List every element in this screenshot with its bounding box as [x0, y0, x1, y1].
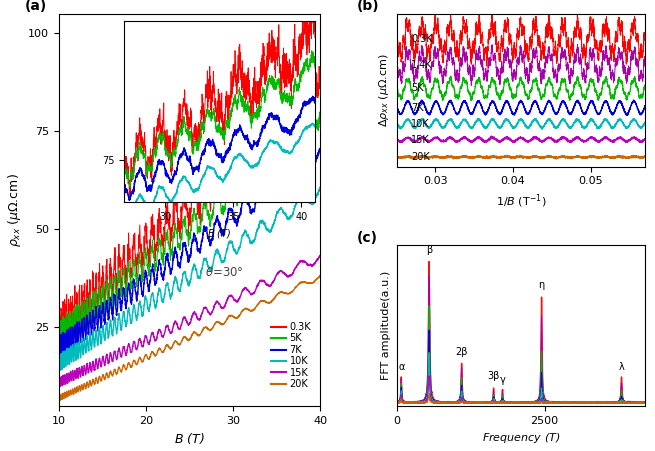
10K	[69, 344, 77, 349]
15K	[55, 384, 63, 389]
7K	[309, 165, 316, 170]
15K	[261, 279, 269, 284]
20K	[182, 335, 190, 341]
Text: (b): (b)	[357, 0, 379, 14]
7K	[56, 353, 64, 358]
Y-axis label: $\rho_{xx}$ ($\mu\Omega$.cm): $\rho_{xx}$ ($\mu\Omega$.cm)	[6, 173, 23, 247]
Text: 7K: 7K	[411, 103, 424, 113]
5K	[309, 135, 316, 141]
0.3K	[301, 60, 309, 66]
Text: (c): (c)	[357, 231, 378, 245]
Text: (a): (a)	[25, 0, 47, 13]
10K	[56, 368, 64, 373]
15K	[309, 263, 316, 268]
Text: 2β: 2β	[455, 346, 468, 357]
10K	[175, 287, 183, 293]
7K	[182, 246, 190, 251]
0.3K	[309, 106, 316, 112]
7K	[55, 353, 63, 358]
Text: α: α	[398, 362, 404, 372]
Y-axis label: $\Delta\rho_{xx}$ ($\mu\Omega$.cm): $\Delta\rho_{xx}$ ($\mu\Omega$.cm)	[377, 53, 391, 127]
0.3K	[58, 345, 66, 350]
20K	[261, 299, 269, 304]
Line: 7K: 7K	[59, 148, 320, 355]
7K	[261, 186, 269, 191]
20K	[309, 280, 316, 285]
Y-axis label: FFT amplitude(a.u.): FFT amplitude(a.u.)	[381, 271, 391, 380]
15K	[56, 384, 64, 389]
Text: 20K: 20K	[411, 152, 430, 162]
X-axis label: $B$ (T): $B$ (T)	[174, 431, 205, 446]
5K	[69, 308, 77, 314]
5K	[182, 228, 190, 234]
7K	[316, 148, 324, 153]
20K	[316, 273, 324, 278]
5K	[316, 110, 324, 115]
20K	[309, 280, 316, 285]
5K	[309, 136, 316, 141]
Text: 15K: 15K	[411, 134, 430, 144]
Line: 10K: 10K	[59, 187, 320, 370]
0.3K	[261, 110, 269, 116]
7K	[175, 263, 183, 268]
5K	[175, 244, 183, 249]
10K	[261, 221, 269, 226]
0.3K	[69, 293, 77, 299]
10K	[182, 274, 190, 280]
Text: 10K: 10K	[411, 119, 430, 129]
7K	[309, 165, 316, 170]
15K	[182, 317, 190, 322]
X-axis label: $1/B$ (T$^{-1}$): $1/B$ (T$^{-1}$)	[496, 192, 546, 210]
20K	[55, 398, 63, 403]
Text: λ: λ	[618, 362, 624, 372]
5K	[58, 345, 66, 350]
0.3K	[175, 221, 183, 226]
Text: 1.4K: 1.4K	[411, 60, 432, 69]
Line: 15K: 15K	[59, 255, 320, 387]
0.3K	[316, 81, 324, 86]
Legend: 0.3K, 5K, 7K, 10K, 15K, 20K: 0.3K, 5K, 7K, 10K, 15K, 20K	[267, 318, 315, 393]
Line: 20K: 20K	[59, 276, 320, 400]
15K	[309, 263, 316, 268]
10K	[309, 200, 316, 206]
0.3K	[309, 96, 316, 101]
Text: 3β: 3β	[487, 371, 500, 381]
10K	[309, 201, 316, 206]
20K	[175, 342, 183, 347]
Text: 0.3K: 0.3K	[411, 34, 432, 44]
15K	[316, 253, 324, 258]
0.3K	[55, 331, 63, 336]
Text: $\theta$=30°: $\theta$=30°	[205, 267, 244, 280]
7K	[316, 146, 324, 151]
10K	[316, 184, 324, 190]
10K	[55, 367, 63, 373]
7K	[69, 326, 77, 331]
5K	[261, 155, 269, 160]
Text: γ: γ	[500, 375, 506, 385]
Line: 0.3K: 0.3K	[59, 63, 320, 347]
15K	[69, 369, 77, 374]
Text: η: η	[538, 280, 545, 290]
15K	[175, 326, 183, 331]
0.3K	[182, 203, 190, 208]
Text: 5K: 5K	[411, 83, 424, 93]
5K	[55, 338, 63, 344]
Line: 5K: 5K	[59, 112, 320, 348]
Text: β: β	[426, 245, 432, 255]
X-axis label: $Frequency$ (T): $Frequency$ (T)	[481, 431, 560, 445]
20K	[68, 388, 76, 393]
